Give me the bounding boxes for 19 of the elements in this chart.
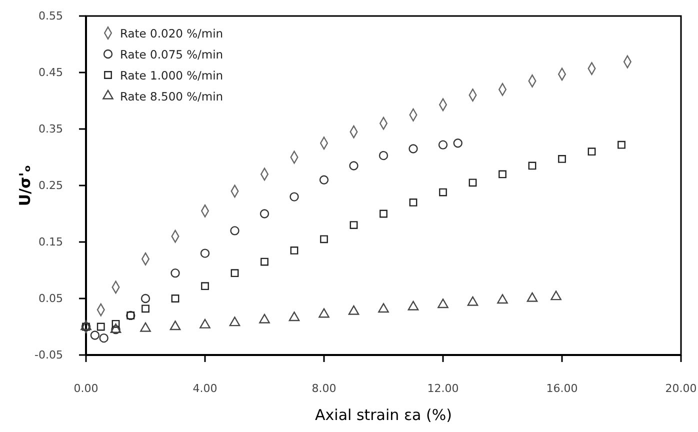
x-tick-label: 16.00 bbox=[546, 382, 578, 395]
y-tick-label: 0.55 bbox=[38, 10, 63, 23]
y-tick-label: -0.05 bbox=[34, 348, 63, 362]
legend-label: Rate 0.020 %/min bbox=[120, 26, 224, 40]
y-axis-title: U/σ'ₒ bbox=[16, 164, 34, 206]
y-tick-label: 0.05 bbox=[38, 292, 63, 306]
x-tick-label: 20.00 bbox=[665, 382, 697, 395]
y-tick-label: 0.35 bbox=[38, 122, 63, 136]
legend-label: Rate 1.000 %/min bbox=[120, 68, 224, 82]
x-tick-label: 12.00 bbox=[427, 382, 459, 395]
x-axis-title: Axial strain εa (%) bbox=[315, 406, 452, 424]
x-tick-label: 0.00 bbox=[74, 382, 98, 395]
x-tick-label: 8.00 bbox=[312, 382, 336, 395]
legend-label: Rate 8.500 %/min bbox=[120, 90, 224, 104]
y-tick-label: 0.45 bbox=[38, 66, 63, 80]
legend-label: Rate 0.075 %/min bbox=[120, 48, 224, 62]
y-tick-label: 0.15 bbox=[38, 236, 63, 249]
x-tick-label: 4.00 bbox=[192, 382, 218, 395]
y-tick-label: 0.25 bbox=[38, 179, 63, 192]
